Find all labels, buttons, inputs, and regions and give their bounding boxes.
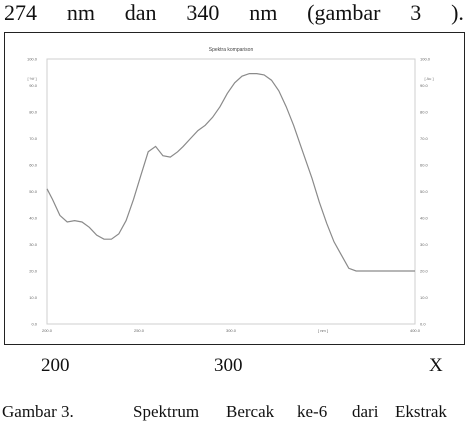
y-tick-label-right: 70.0 <box>420 136 429 141</box>
x-tick-label: [ nm ] <box>318 328 328 333</box>
figure-caption: Gambar 3. Spektrum Bercak ke-6 dari Ekst… <box>0 400 468 427</box>
axis-label-200: 200 <box>41 355 70 376</box>
y-tick-label-right: 30.0 <box>420 242 429 247</box>
y-tick-label-left: 50.0 <box>29 189 38 194</box>
word: 3 <box>410 0 422 25</box>
word: nm <box>249 0 278 25</box>
y-tick-label-right: 90.0 <box>420 83 429 88</box>
x-tick-label: 300.0 <box>226 328 237 333</box>
word: dan <box>124 0 157 25</box>
x-tick-label: 250.0 <box>134 328 145 333</box>
word: ). <box>451 0 464 25</box>
caption-word: Gambar 3. <box>2 402 74 421</box>
y-tick-label-left: 40.0 <box>29 216 38 221</box>
y-axis-right: 0.0 10.0 20.0 30.0 40.0 50.0 60.0 70.0 80.0 90.0 1… <box>420 57 431 327</box>
y-tick-label-right: 50.0 <box>420 189 429 194</box>
word: 340 <box>186 0 220 25</box>
y-tick-label-right: 100.0 <box>420 57 431 62</box>
y-unit-right: [ Au ] <box>424 76 433 81</box>
chart-title: Spektra komparison <box>209 47 254 53</box>
y-tick-label-right: 20.0 <box>420 269 429 274</box>
y-tick-label-left: 0.0 <box>31 322 37 327</box>
y-tick-label-right: 10.0 <box>420 295 429 300</box>
word: nm <box>66 0 95 25</box>
caption-word: Spektrum <box>133 402 200 421</box>
axis-label-x: X <box>429 355 443 376</box>
caption-word: Bercak <box>226 402 275 421</box>
y-unit-left: [ %f ] <box>27 76 36 81</box>
y-tick-label-right: 60.0 <box>420 163 429 168</box>
x-tick-label: 400.0 <box>410 328 421 333</box>
caption-word: Ekstrak <box>395 402 447 421</box>
spectrum-chart: Spektra komparison [ %f ] [ Au ] 0.0 10.0… <box>27 47 434 333</box>
x-axis: 200.0 250.0 300.0 [ nm ] 400.0 <box>42 328 421 333</box>
caption-word: dari <box>352 402 379 421</box>
y-tick-label-right: 40.0 <box>420 216 429 221</box>
y-tick-label-left: 20.0 <box>29 269 38 274</box>
y-tick-label-left: 100.0 <box>27 57 38 62</box>
x-tick-label: 200.0 <box>42 328 53 333</box>
y-tick-label-left: 80.0 <box>29 110 38 115</box>
y-tick-label-left: 70.0 <box>29 136 38 141</box>
y-tick-label-left: 90.0 <box>29 83 38 88</box>
body-text-line: 274 nm dan 340 nm (gambar 3 ). <box>0 0 468 26</box>
spectrum-line <box>46 72 415 272</box>
y-tick-label-left: 60.0 <box>29 163 38 168</box>
y-tick-label-right: 80.0 <box>420 110 429 115</box>
word: 274 <box>4 0 37 25</box>
y-axis-left: 0.0 10.0 20.0 30.0 40.0 50.0 60.0 70.0 80.0 90.0 1… <box>27 57 38 327</box>
axis-label-300: 300 <box>214 355 243 376</box>
y-tick-label-left: 30.0 <box>29 242 38 247</box>
y-tick-label-left: 10.0 <box>29 295 38 300</box>
word: (gambar <box>307 0 381 25</box>
plot-area <box>46 58 416 325</box>
axis-labels: 200 300 X <box>0 355 468 381</box>
spectrum-figure: Spektra komparison [ %f ] [ Au ] 0.0 10.0… <box>4 32 465 345</box>
caption-word: ke-6 <box>297 402 328 421</box>
y-tick-label-right: 0.0 <box>420 322 426 327</box>
